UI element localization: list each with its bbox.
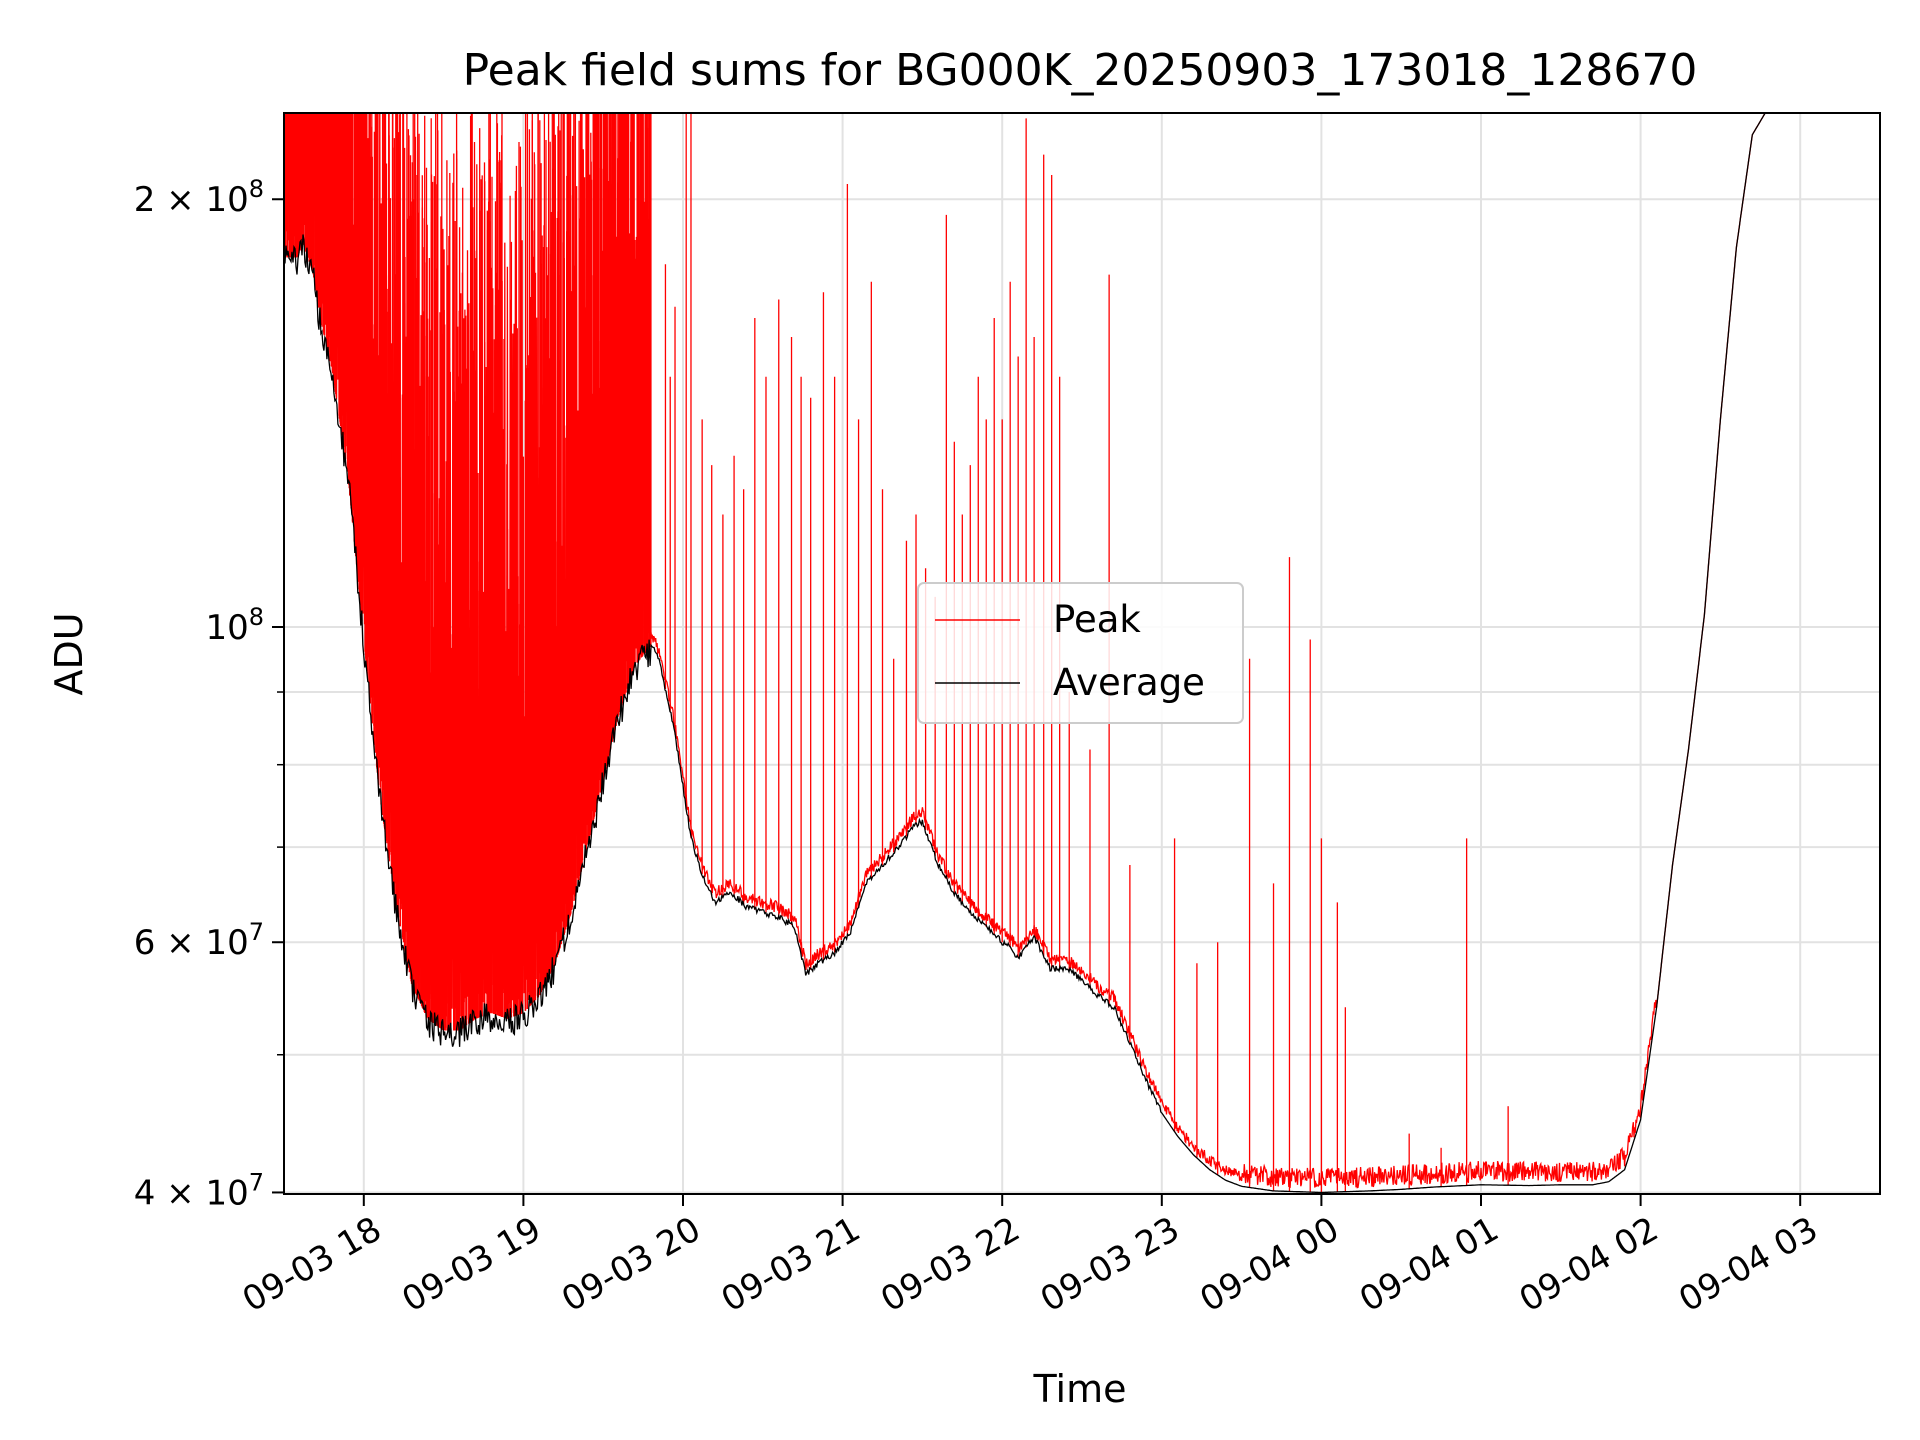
- y-tick-label: 4 × 107: [134, 1168, 264, 1213]
- y-tick-label-exponent: 7: [249, 1168, 264, 1196]
- plot-frame: [283, 112, 1881, 1195]
- y-tick-label-base: 6 × 10: [134, 923, 249, 963]
- plot-area: [284, 113, 1766, 1194]
- y-tick-label: 2 × 108: [134, 175, 264, 220]
- legend: Peak Average: [917, 582, 1244, 724]
- y-tick-label-exponent: 8: [249, 603, 264, 631]
- legend-average-label: Average: [1053, 661, 1205, 704]
- average-series-line: [284, 113, 1766, 1194]
- legend-peak-label: Peak: [1053, 598, 1141, 641]
- y-tick-label-base: 4 × 10: [134, 1173, 249, 1213]
- y-tick-label: 6 × 107: [134, 918, 264, 963]
- y-axis-label: ADU: [47, 612, 91, 695]
- y-tick-label-exponent: 8: [249, 175, 264, 203]
- chart-title: Peak field sums for BG000K_20250903_1730…: [463, 45, 1698, 96]
- x-axis-label: Time: [1033, 1367, 1127, 1411]
- y-tick-label-base: 10: [205, 608, 248, 648]
- y-tick-label-base: 2 × 10: [134, 180, 249, 220]
- y-tick-label: 108: [205, 603, 264, 648]
- legend-box: [917, 582, 1244, 724]
- y-tick-label-exponent: 7: [249, 918, 264, 946]
